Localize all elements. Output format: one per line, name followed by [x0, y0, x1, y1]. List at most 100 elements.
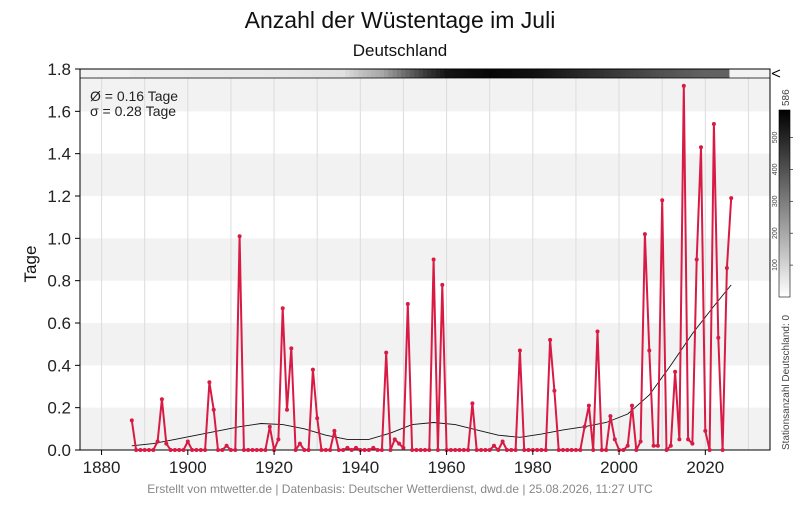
data-point — [548, 337, 553, 342]
station-strip-cell — [491, 69, 497, 78]
data-point — [630, 403, 634, 408]
data-point — [651, 443, 656, 448]
station-strip-cell — [353, 69, 359, 78]
data-series — [129, 83, 734, 452]
station-strip-cell — [539, 69, 544, 78]
data-point — [453, 448, 458, 452]
data-point — [492, 443, 496, 448]
x-tick-label: 1920 — [255, 458, 293, 477]
data-point — [276, 437, 281, 442]
station-strip-cell — [560, 69, 566, 78]
data-point — [224, 443, 229, 448]
data-point — [159, 397, 164, 402]
station-strip-cell — [375, 69, 381, 78]
station-strip-cell — [431, 69, 437, 78]
station-strip-cell — [263, 69, 268, 78]
station-strip-cell — [534, 69, 540, 78]
y-axis: 0.0 0.2 0.4 0.6 0.8 1.0 1.2 1.4 1.6 1.8 — [47, 60, 80, 460]
station-strip-cell — [517, 69, 523, 78]
station-strip-cell — [409, 69, 415, 78]
station-strip-cell — [172, 69, 178, 78]
data-point — [263, 448, 268, 452]
y-tick-label: 0.8 — [47, 272, 71, 291]
station-strip-cell — [228, 69, 234, 78]
station-strip-cell — [133, 69, 139, 78]
station-strip-cell — [159, 69, 165, 78]
data-point — [289, 346, 294, 351]
station-strip-cell — [603, 69, 609, 78]
station-strip-cell — [224, 69, 230, 78]
data-point — [707, 448, 712, 452]
station-strip-cell — [552, 69, 557, 78]
station-strip-cell — [573, 69, 579, 78]
x-axis: 1880 1900 1920 1940 1960 1980 2000 2020 — [83, 450, 724, 477]
data-point — [207, 380, 212, 385]
station-strip-cell — [392, 69, 398, 78]
data-point — [177, 448, 182, 452]
data-point — [612, 437, 617, 442]
station-strip-cell — [698, 69, 704, 78]
data-point — [724, 266, 729, 270]
data-point — [561, 448, 565, 452]
data-point — [293, 448, 298, 452]
station-strip-cell — [358, 69, 363, 78]
colorbar-scale — [778, 109, 791, 298]
station-strip-cell — [297, 69, 303, 78]
colorbar-tick-label: 500 — [772, 132, 779, 144]
station-strip-cell — [220, 69, 225, 78]
data-point — [228, 448, 233, 452]
stat-mean: Ø = 0.16 Tage — [90, 88, 178, 104]
data-point — [423, 448, 427, 452]
data-point — [517, 348, 522, 353]
data-point — [608, 414, 613, 419]
data-point — [134, 448, 139, 452]
x-tick-label: 2020 — [686, 458, 724, 477]
background-band — [80, 153, 770, 196]
station-strip-cell — [164, 69, 169, 78]
station-strip-cell — [168, 69, 174, 78]
station-strip-cell — [422, 69, 428, 78]
data-point — [297, 441, 302, 446]
footer-credit: Erstellt von mtwetter.de | Datenbasis: D… — [147, 482, 653, 496]
station-strip-cell — [138, 69, 143, 78]
station-strip-cell — [379, 69, 385, 78]
data-point — [556, 448, 561, 452]
data-point — [185, 439, 190, 444]
station-strip-cell — [677, 69, 682, 78]
data-point — [552, 388, 557, 393]
data-point — [686, 437, 691, 442]
data-point — [599, 448, 604, 452]
station-strip-cell — [599, 69, 605, 78]
data-point — [677, 437, 682, 442]
data-point — [388, 448, 393, 452]
station-strip-cell — [323, 69, 329, 78]
station-strip-cell — [556, 69, 562, 78]
background-band — [80, 238, 770, 281]
data-point — [435, 448, 440, 452]
station-strip-cell — [233, 69, 238, 78]
station-strip-cell — [258, 69, 264, 78]
station-strip-cell — [621, 69, 626, 78]
data-point — [720, 448, 725, 452]
y-tick-label: 1.6 — [47, 102, 71, 121]
station-strip-cell — [453, 69, 458, 78]
data-point — [543, 448, 548, 452]
station-strip-cell — [388, 69, 394, 78]
data-point — [405, 302, 410, 306]
station-strip-cell — [371, 69, 376, 78]
data-point — [181, 448, 186, 452]
station-strip-cell — [142, 69, 148, 78]
data-point — [392, 437, 397, 442]
data-point — [237, 234, 242, 239]
station-strip-cell — [629, 69, 635, 78]
data-point — [362, 448, 367, 452]
data-point — [539, 448, 544, 452]
station-strip-cell — [465, 69, 471, 78]
station-strip-cell — [530, 69, 536, 78]
station-strip-cell — [185, 69, 191, 78]
x-tick-label: 1900 — [169, 458, 207, 477]
data-point — [259, 448, 264, 452]
data-point — [302, 448, 307, 452]
data-point — [190, 448, 195, 452]
